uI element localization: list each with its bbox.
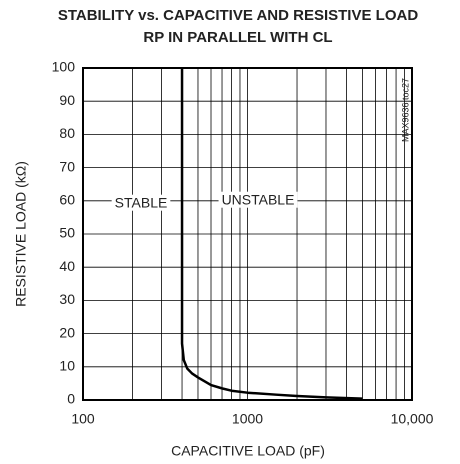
y-tick-label: 80 — [59, 125, 75, 141]
x-axis-label: CAPACITIVE LOAD (pF) — [171, 443, 325, 459]
annotation-bg — [111, 194, 171, 211]
y-tick-label: 100 — [52, 59, 76, 75]
x-tick-label: 1000 — [232, 411, 263, 427]
chart-title: STABILITY vs. CAPACITIVE AND RESISTIVE L… — [58, 7, 418, 24]
annotation: MAX9636 toc27 — [400, 78, 410, 142]
y-tick-label: 60 — [59, 192, 75, 208]
plot-frame — [82, 67, 413, 401]
y-axis-label: RESISTIVE LOAD (kΩ) — [13, 161, 29, 307]
y-tick-label: 30 — [59, 291, 75, 307]
annotation: UNSTABLE — [222, 192, 295, 208]
y-tick-label: 90 — [59, 92, 75, 108]
y-tick-label: 70 — [59, 158, 75, 174]
y-tick-label: 40 — [59, 258, 75, 274]
y-tick-label: 10 — [59, 358, 75, 374]
y-tick-label: 20 — [59, 324, 75, 340]
x-tick-label: 10,000 — [391, 411, 434, 427]
annotation: STABLE — [115, 195, 168, 211]
y-tick-label: 50 — [59, 225, 75, 241]
annotation-bg — [218, 191, 298, 208]
x-tick-label: 100 — [71, 411, 95, 427]
chart-subtitle: RP IN PARALLEL WITH CL — [143, 29, 332, 46]
data-line — [180, 68, 363, 400]
y-tick-label: 0 — [67, 391, 75, 407]
